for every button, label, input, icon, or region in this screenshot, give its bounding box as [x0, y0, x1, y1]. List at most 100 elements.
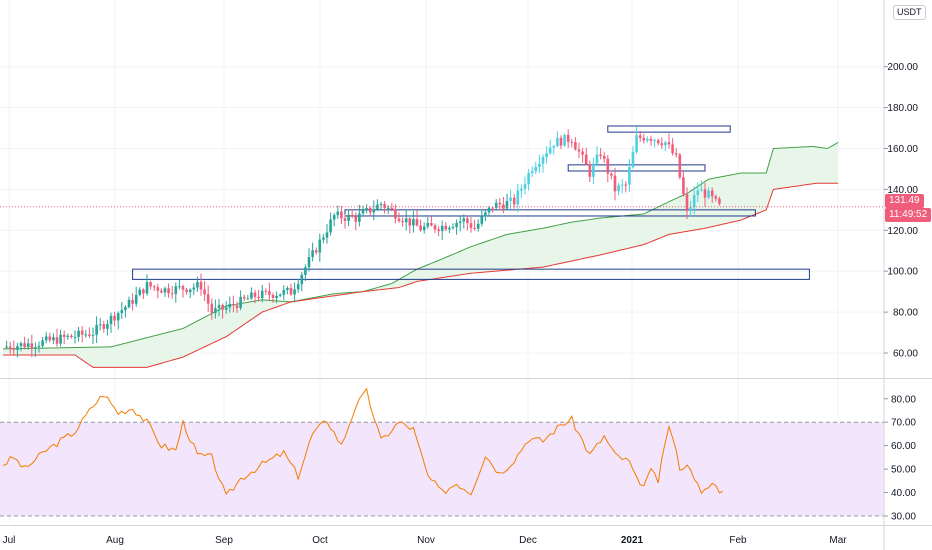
candle: [552, 144, 556, 155]
candle-body: [448, 227, 451, 230]
price-tick-label: 100.00: [887, 267, 918, 278]
candle: [653, 138, 656, 148]
candle: [397, 212, 401, 223]
candle-body: [77, 330, 80, 337]
candle: [368, 206, 372, 217]
zone-boxes: [132, 125, 810, 280]
candle-body: [250, 292, 253, 299]
candle-body: [214, 308, 217, 313]
candle-body: [167, 288, 170, 294]
candle-body: [660, 143, 664, 146]
candle-body: [476, 223, 480, 229]
candle-body: [138, 289, 142, 295]
zone-box: [567, 164, 706, 172]
time-tick-label: Jul: [3, 535, 16, 546]
candle-body: [296, 284, 300, 290]
candle-body: [566, 134, 570, 142]
candle: [293, 282, 296, 303]
candle-body: [671, 144, 674, 154]
time-axis-ticks: Jul Aug Sep Oct Nov Dec 2021 Feb Mar: [3, 535, 848, 546]
candle: [34, 342, 37, 358]
candle: [682, 170, 685, 197]
candle: [239, 290, 242, 311]
candle: [142, 288, 145, 299]
candle: [354, 212, 358, 231]
candle-body: [714, 196, 718, 199]
candle-body: [718, 198, 721, 204]
candle-body: [188, 289, 192, 293]
candle-body: [635, 135, 638, 153]
candle: [307, 248, 311, 272]
candle-body: [541, 157, 545, 164]
candle: [55, 328, 59, 347]
time-tick-label: Sep: [215, 535, 233, 546]
candle-body: [300, 274, 304, 285]
candle-body: [624, 184, 628, 186]
candle: [188, 288, 192, 299]
candle-body: [282, 289, 286, 295]
candle-body: [145, 282, 149, 294]
candle-body: [322, 237, 325, 240]
candle-body: [134, 294, 138, 304]
candle-body: [192, 287, 196, 290]
candle: [109, 312, 113, 333]
zone-box: [344, 209, 756, 217]
candle: [278, 293, 282, 298]
candle: [689, 200, 692, 217]
candle-body: [98, 324, 102, 326]
candle: [322, 233, 325, 244]
candle: [30, 334, 34, 358]
price-tick-label: 180.00: [887, 103, 918, 114]
zone-box: [132, 268, 810, 280]
candle-body: [275, 295, 278, 298]
candle: [26, 338, 30, 350]
candle-body: [466, 218, 469, 224]
candle: [502, 196, 505, 214]
candle: [491, 206, 494, 213]
candle-body: [329, 219, 332, 233]
candle: [386, 205, 390, 214]
candle: [289, 283, 293, 296]
candle: [52, 333, 55, 345]
candle-body: [437, 229, 440, 232]
candle: [379, 201, 383, 210]
candle: [401, 217, 404, 227]
candle-body: [203, 289, 206, 295]
candle: [170, 286, 174, 299]
candle: [404, 209, 408, 231]
candle-body: [253, 292, 257, 297]
candle: [559, 135, 563, 150]
candle: [196, 276, 199, 292]
candle-body: [455, 223, 458, 228]
candle-body: [440, 225, 444, 232]
rsi-axis-ticks: 30.00 40.00 50.00 60.00 70.00 80.00: [884, 394, 916, 523]
candle: [649, 135, 653, 146]
candle: [160, 288, 163, 294]
candle-body: [606, 158, 610, 174]
candle: [120, 301, 124, 319]
candle-body: [628, 167, 631, 185]
candle: [512, 194, 516, 209]
candle: [152, 284, 156, 292]
currency-label[interactable]: USDT: [893, 5, 926, 20]
candle-body: [347, 214, 350, 221]
candle-body: [559, 137, 563, 146]
candle: [581, 148, 584, 163]
candle-body: [332, 215, 336, 220]
candle: [523, 176, 527, 195]
candle: [336, 205, 340, 219]
candle: [19, 341, 23, 352]
candle-body: [228, 303, 232, 308]
rsi-tick-label: 80.00: [891, 394, 916, 405]
candle: [48, 332, 52, 343]
candle-body: [502, 204, 505, 209]
candle: [286, 286, 289, 295]
candle-body: [602, 155, 606, 159]
candle: [448, 225, 451, 234]
candle-body: [631, 152, 635, 168]
candle: [37, 341, 41, 353]
candle: [671, 138, 674, 156]
candle: [714, 194, 718, 202]
candle-body: [127, 299, 131, 308]
